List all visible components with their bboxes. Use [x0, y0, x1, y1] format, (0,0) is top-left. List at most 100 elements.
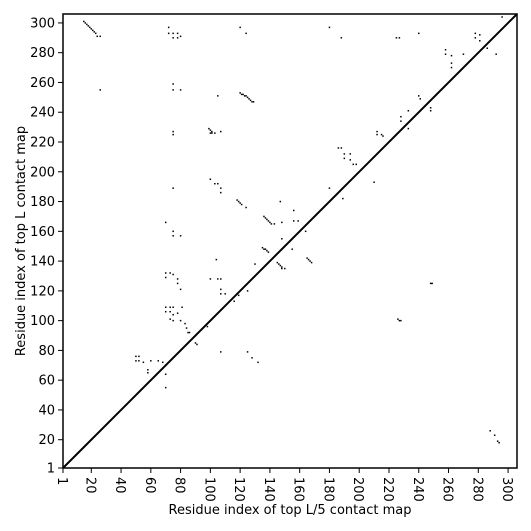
- y-tick-label: 100: [30, 314, 55, 329]
- contact-point: [169, 310, 171, 313]
- contact-point: [281, 266, 283, 268]
- contact-point: [397, 318, 399, 320]
- contact-point: [172, 306, 174, 308]
- contact-point: [172, 273, 174, 276]
- contact-point: [164, 272, 167, 274]
- x-tick-label: 80: [172, 477, 187, 494]
- contact-point: [135, 355, 137, 358]
- contact-point: [450, 54, 453, 57]
- contact-point: [176, 278, 179, 280]
- contact-point: [220, 293, 222, 295]
- contact-point: [450, 66, 453, 69]
- contact-point: [245, 32, 247, 35]
- contact-point: [462, 53, 465, 55]
- contact-point: [376, 133, 378, 136]
- contact-point: [284, 267, 286, 270]
- x-tick-label: 220: [380, 477, 395, 502]
- contact-point: [239, 26, 241, 29]
- contact-point: [181, 306, 183, 308]
- y-tick-label: 160: [30, 225, 55, 240]
- y-tick-label: 20: [38, 433, 55, 448]
- contact-point: [495, 53, 497, 55]
- contact-point: [196, 343, 198, 346]
- contact-point: [400, 120, 402, 122]
- contact-point: [419, 98, 421, 100]
- contact-point: [297, 220, 299, 222]
- contact-point: [246, 96, 249, 99]
- contact-point: [304, 230, 307, 233]
- contact-point: [209, 178, 212, 180]
- contact-point: [215, 258, 218, 261]
- contact-point: [90, 28, 93, 30]
- y-tick-label: 120: [30, 284, 55, 299]
- contact-point: [86, 23, 88, 26]
- contact-point: [264, 217, 267, 219]
- contact-point: [281, 267, 283, 270]
- contact-point: [276, 261, 279, 264]
- contact-point: [242, 93, 244, 96]
- contact-point: [179, 235, 182, 237]
- contact-point: [187, 331, 189, 334]
- points-layer: [83, 16, 503, 444]
- contact-point: [251, 357, 253, 359]
- contact-point: [398, 319, 401, 322]
- contact-point: [164, 306, 167, 308]
- y-axis-title: Residue index of top L contact map: [14, 126, 29, 356]
- contact-point: [164, 386, 167, 389]
- contact-point: [486, 47, 488, 49]
- contact-point: [279, 264, 282, 267]
- contact-point: [211, 130, 213, 133]
- contact-point: [474, 37, 477, 39]
- contact-point: [355, 163, 357, 166]
- contact-point: [343, 153, 346, 155]
- contact-point: [233, 300, 235, 303]
- contact-point: [292, 220, 295, 222]
- contact-point: [176, 32, 179, 35]
- y-tick-label: 180: [30, 195, 55, 210]
- contact-point: [349, 159, 352, 161]
- x-axis-ticks: 1 20 40 60 80 100 120 140 160 180 200 220 240 260 280 3…: [54, 468, 514, 502]
- contact-point: [264, 248, 267, 250]
- contact-point: [266, 249, 268, 252]
- contact-point: [352, 163, 355, 166]
- contact-point: [292, 209, 295, 212]
- contact-point: [263, 215, 265, 218]
- contact-point: [407, 127, 410, 130]
- contact-point: [444, 53, 447, 55]
- y-tick-label: 200: [30, 165, 55, 180]
- contact-point: [209, 278, 212, 280]
- contact-point: [431, 282, 433, 285]
- x-tick-label: 60: [142, 477, 157, 494]
- contact-point: [209, 129, 212, 131]
- contact-point: [172, 89, 174, 91]
- contact-point: [172, 235, 174, 237]
- contact-point: [220, 191, 222, 194]
- x-tick-label: 280: [469, 477, 484, 502]
- contact-point: [450, 62, 453, 64]
- contact-point: [239, 202, 241, 204]
- contact-point: [217, 182, 219, 185]
- contact-point: [261, 246, 264, 249]
- contact-point: [188, 331, 191, 334]
- x-tick-label: 300: [499, 477, 514, 502]
- contact-point: [291, 248, 293, 250]
- contact-point: [273, 223, 276, 225]
- y-tick-label: 140: [30, 255, 55, 270]
- contact-point: [382, 135, 384, 137]
- contact-point: [95, 32, 97, 35]
- contact-point: [266, 218, 268, 221]
- contact-point: [310, 261, 313, 264]
- contact-point: [220, 130, 222, 133]
- contact-point: [269, 221, 271, 224]
- y-tick-label: 260: [30, 76, 55, 91]
- contact-point: [99, 89, 101, 91]
- contact-point: [380, 133, 383, 136]
- contact-point: [164, 310, 167, 313]
- y-tick-label: 80: [38, 344, 55, 359]
- contact-point: [172, 230, 174, 233]
- contact-point: [172, 130, 174, 133]
- contact-point: [246, 290, 249, 292]
- contact-point: [172, 37, 174, 39]
- contact-point: [245, 206, 247, 209]
- contact-point: [179, 89, 182, 91]
